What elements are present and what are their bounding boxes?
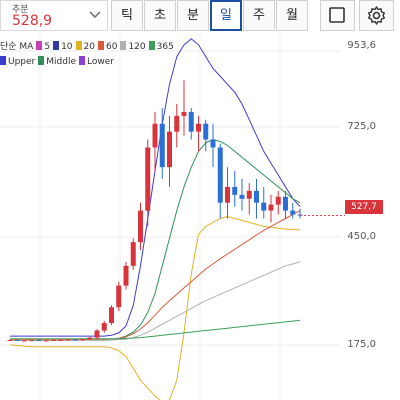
candle-body <box>174 115 180 132</box>
ma5-swatch <box>36 41 43 50</box>
ma120-swatch <box>120 41 127 50</box>
tab-tick[interactable]: 틱 <box>111 0 143 31</box>
tab-day[interactable]: 일 <box>210 0 242 31</box>
layout-toggle-button[interactable] <box>320 0 355 31</box>
ma365-label: 365 <box>156 42 174 52</box>
candle-body <box>145 147 151 211</box>
candle-body <box>275 196 281 205</box>
series-line-lower <box>9 215 301 400</box>
tab-week[interactable]: 주 <box>243 0 275 31</box>
band-legend: Upper Middle Lower <box>0 56 114 67</box>
candle-body <box>210 139 216 148</box>
y-axis-label: 175,0 <box>347 339 376 350</box>
price-label: 추분 <box>12 5 29 15</box>
upper-label: Upper <box>8 57 36 67</box>
candle-body <box>14 340 20 342</box>
candle-body <box>254 190 259 203</box>
candle-body <box>290 210 296 215</box>
candle-body <box>181 111 187 116</box>
price-selector[interactable]: 추분 528,9 <box>0 0 108 31</box>
tab-second[interactable]: 초 <box>144 0 176 31</box>
y-axis-label: 450,0 <box>347 231 376 242</box>
ma10-swatch <box>53 41 60 50</box>
candle-body <box>261 202 267 211</box>
y-axis-label: 953,6 <box>347 40 376 51</box>
ma60-label: 60 <box>105 42 118 52</box>
candle-body <box>72 339 78 341</box>
last-price-tag: 527,7 <box>345 200 383 214</box>
candle-body <box>43 340 49 342</box>
ma365-swatch <box>148 41 155 50</box>
candle-body <box>51 340 56 342</box>
settings-button[interactable] <box>359 0 394 31</box>
candle-body <box>80 339 85 341</box>
candle-body <box>239 194 245 199</box>
price-value: 528,9 <box>12 13 53 29</box>
candle-body <box>196 123 201 132</box>
chevron-down-icon[interactable] <box>86 6 104 24</box>
candle-body <box>116 285 122 308</box>
candle-body <box>246 190 252 199</box>
candle-body <box>130 242 136 266</box>
ma10-label: 10 <box>61 42 73 52</box>
series-line-ma120 <box>10 261 301 341</box>
candle-body <box>225 186 230 203</box>
candle-body <box>283 196 288 211</box>
middle-swatch <box>38 56 45 65</box>
candle-body <box>152 123 158 148</box>
candle-body <box>58 340 64 342</box>
candle-body <box>109 307 114 324</box>
candle-body <box>268 204 274 211</box>
top-toolbar: 추분 528,9 틱 초 분 일 주 월 <box>0 0 400 33</box>
lower-swatch <box>79 56 85 65</box>
gear-icon <box>368 6 385 25</box>
candle-body <box>138 210 143 243</box>
ma120-label: 120 <box>128 42 146 52</box>
middle-label: Middle <box>46 57 76 67</box>
candle-body <box>87 337 93 340</box>
candle-body <box>22 340 27 342</box>
ma5-label: 5 <box>44 42 51 52</box>
candle-body <box>101 323 107 331</box>
candle-body <box>188 111 194 132</box>
candle-body <box>217 147 223 203</box>
candle-body <box>123 265 129 286</box>
candle-body <box>167 131 172 168</box>
candle-body <box>159 123 165 168</box>
series-line-ma60 <box>10 210 301 341</box>
ma20-swatch <box>75 41 82 50</box>
ma20-label: 20 <box>83 42 95 52</box>
upper-swatch <box>0 56 6 65</box>
candle-body <box>297 214 303 216</box>
y-axis-label: 725,0 <box>347 121 376 132</box>
candle-body <box>29 340 35 342</box>
candle-body <box>7 340 13 342</box>
ma-legend-title: 단순 MA <box>0 42 34 52</box>
series-layer <box>9 38 301 400</box>
square-icon <box>329 7 345 23</box>
series-line-ma365 <box>10 319 301 340</box>
ma-legend: 단순 MA 5 10 20 60 120 365 <box>0 39 174 52</box>
candle-body <box>94 330 100 338</box>
candle-body <box>232 186 238 195</box>
candle-body <box>36 340 42 342</box>
tab-month[interactable]: 월 <box>276 0 308 31</box>
price-chart[interactable] <box>0 33 400 400</box>
tab-minute[interactable]: 분 <box>177 0 209 31</box>
candle-body <box>65 339 71 341</box>
ma60-swatch <box>97 41 104 50</box>
lower-label: Lower <box>87 57 114 67</box>
candle-layer <box>7 80 345 342</box>
candle-body <box>203 123 209 140</box>
